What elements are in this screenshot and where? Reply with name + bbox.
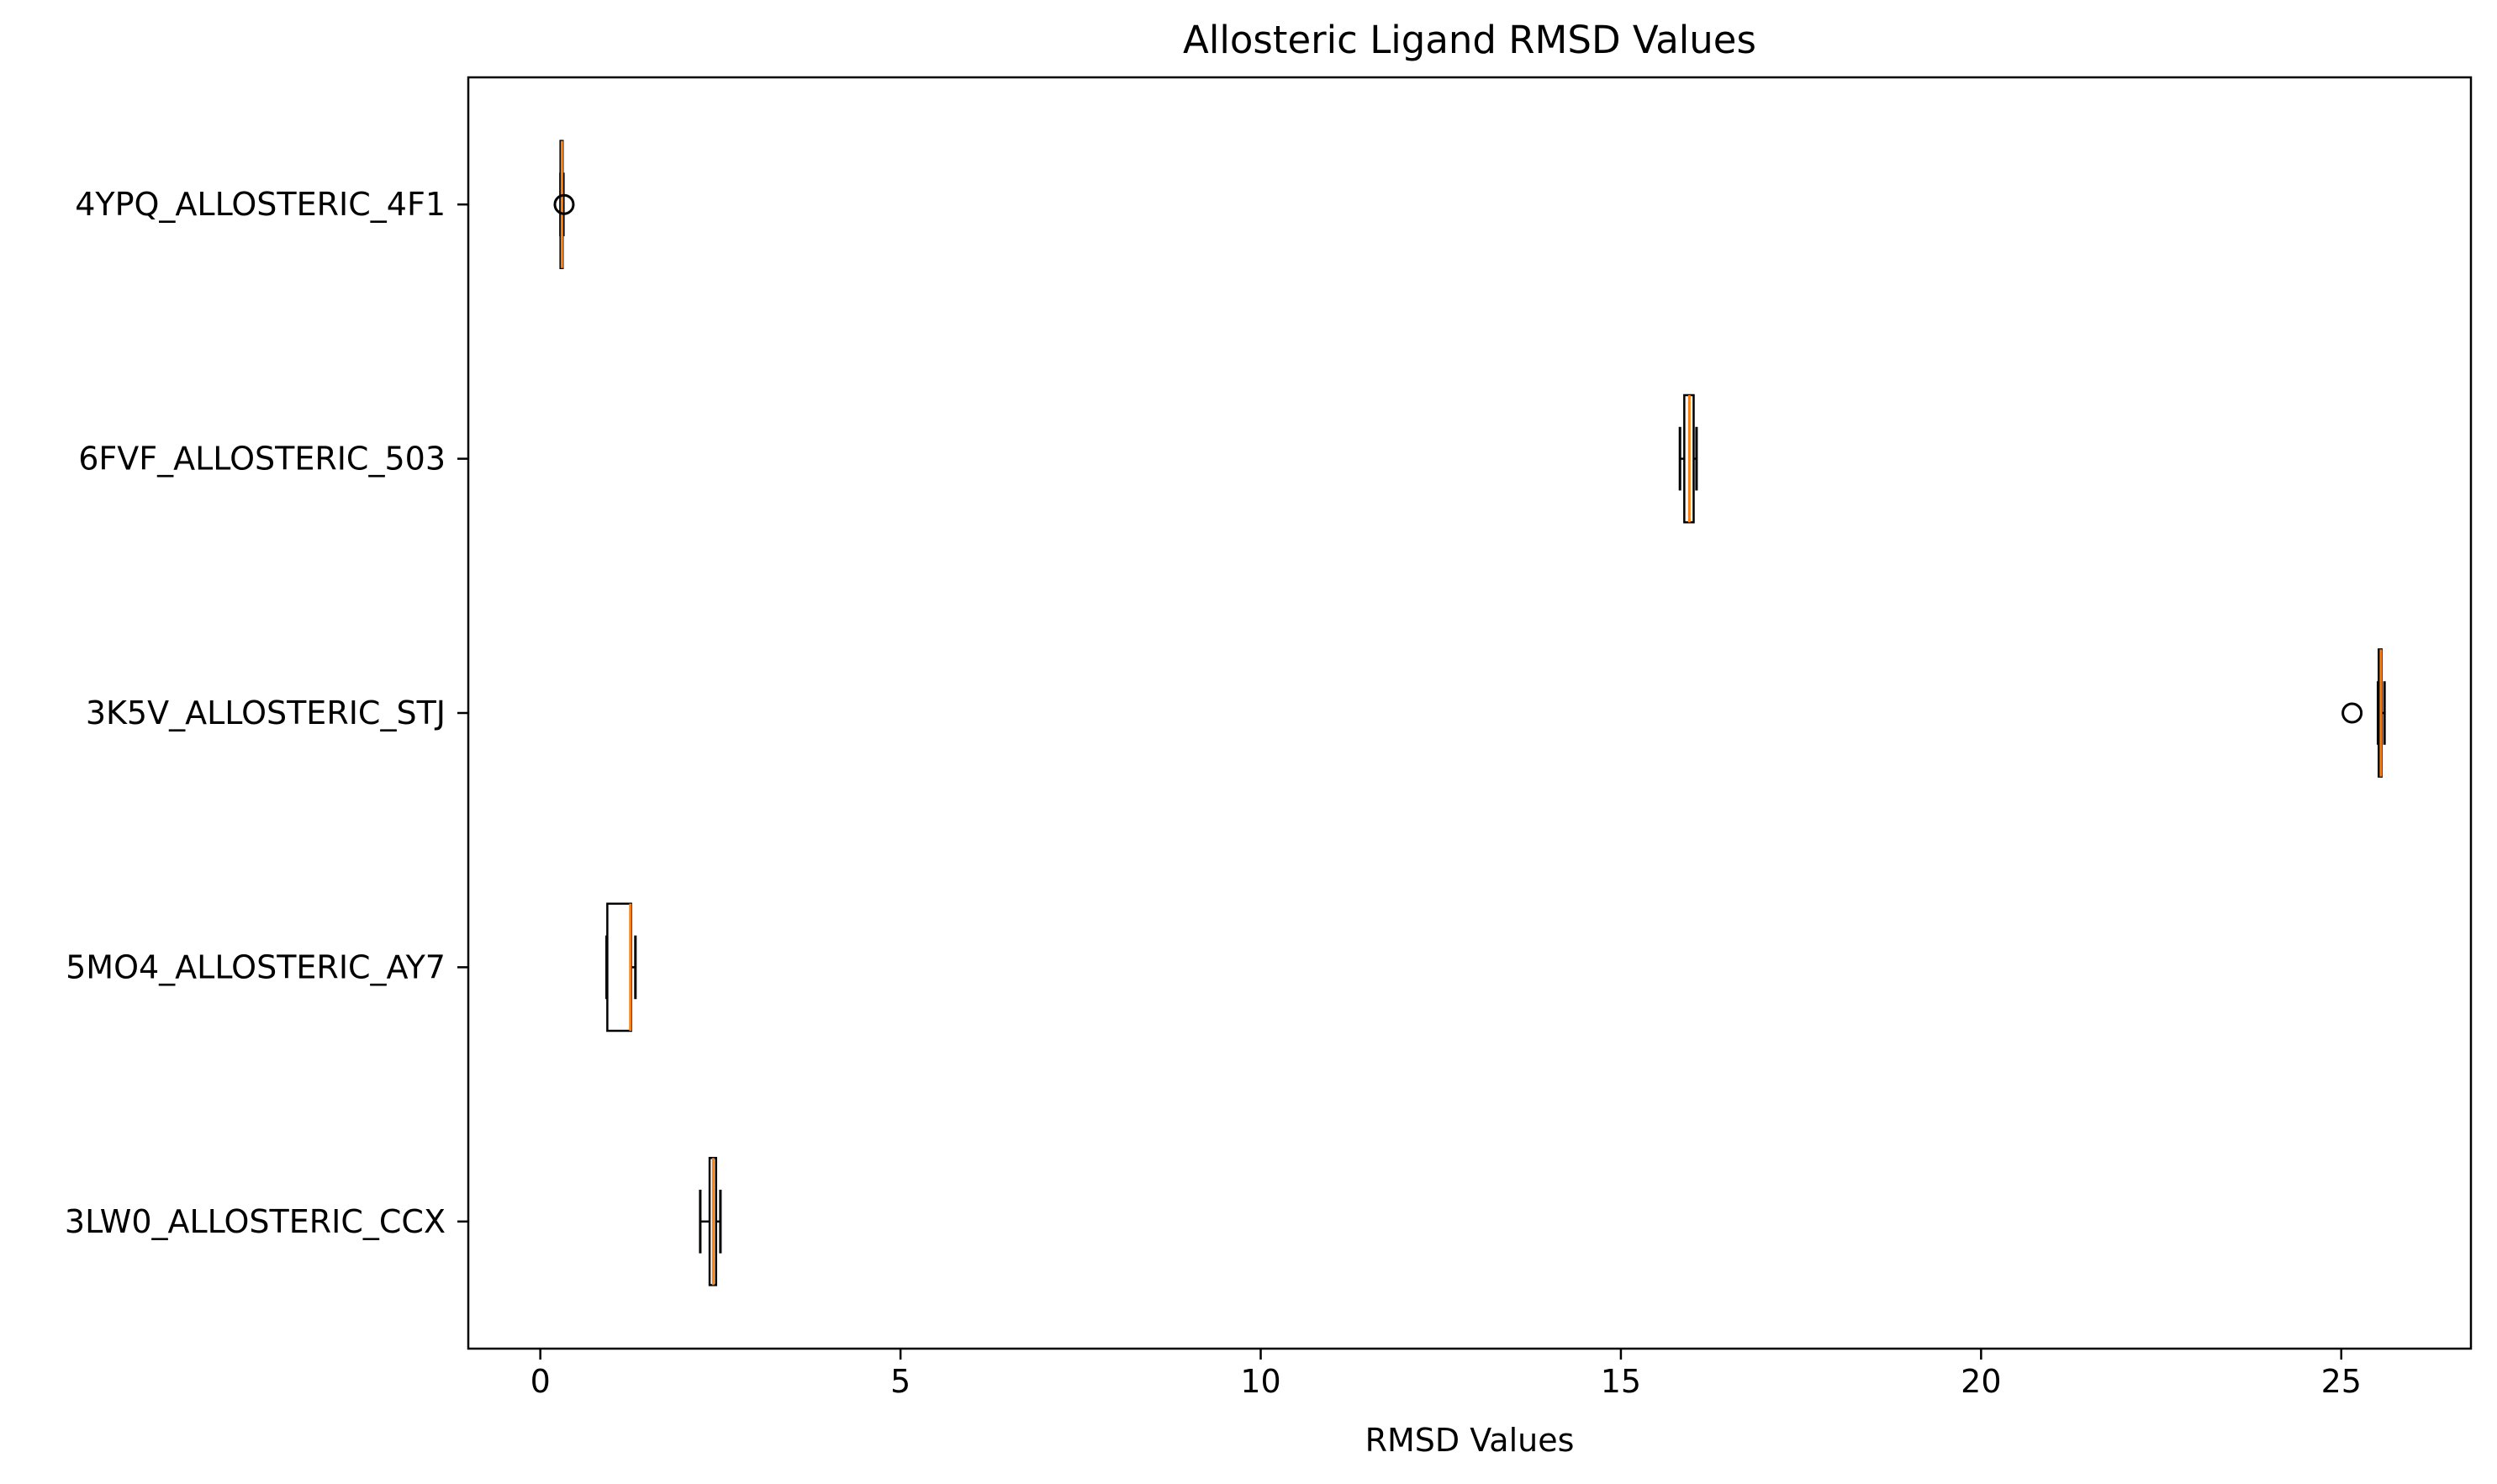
- chart-title: Allosteric Ligand RMSD Values: [1183, 18, 1756, 62]
- y-tick-label: 5MO4_ALLOSTERIC_AY7: [66, 948, 446, 985]
- x-axis-ticks: 0 5 10 15 20 25: [531, 1349, 2362, 1400]
- box-group: [1678, 393, 1698, 524]
- y-tick-label: 6FVF_ALLOSTERIC_503: [78, 441, 446, 478]
- y-axis-ticks: 3LW0_ALLOSTERIC_CCX 5MO4_ALLOSTERIC_AY7 3K…: [65, 186, 468, 1240]
- x-tick-label: 20: [1961, 1363, 2001, 1400]
- x-tick-label: 0: [531, 1363, 551, 1400]
- x-tick-label: 15: [1601, 1363, 1641, 1400]
- x-tick-label: 25: [2321, 1363, 2362, 1400]
- outlier-point: [2341, 702, 2363, 724]
- y-tick-label: 4YPQ_ALLOSTERIC_4F1: [75, 186, 446, 223]
- outlier-point: [553, 193, 575, 215]
- box-group: [699, 1156, 722, 1286]
- x-tick-label: 10: [1240, 1363, 1280, 1400]
- box-group: [2341, 648, 2386, 778]
- x-tick-label: 5: [890, 1363, 911, 1400]
- y-tick-label: 3LW0_ALLOSTERIC_CCX: [65, 1203, 446, 1240]
- box-group: [605, 902, 637, 1032]
- x-axis-label: RMSD Values: [1365, 1422, 1575, 1459]
- plot-area: [553, 140, 2386, 1286]
- box-group: [553, 140, 575, 270]
- y-tick-label: 3K5V_ALLOSTERIC_STJ: [86, 694, 446, 731]
